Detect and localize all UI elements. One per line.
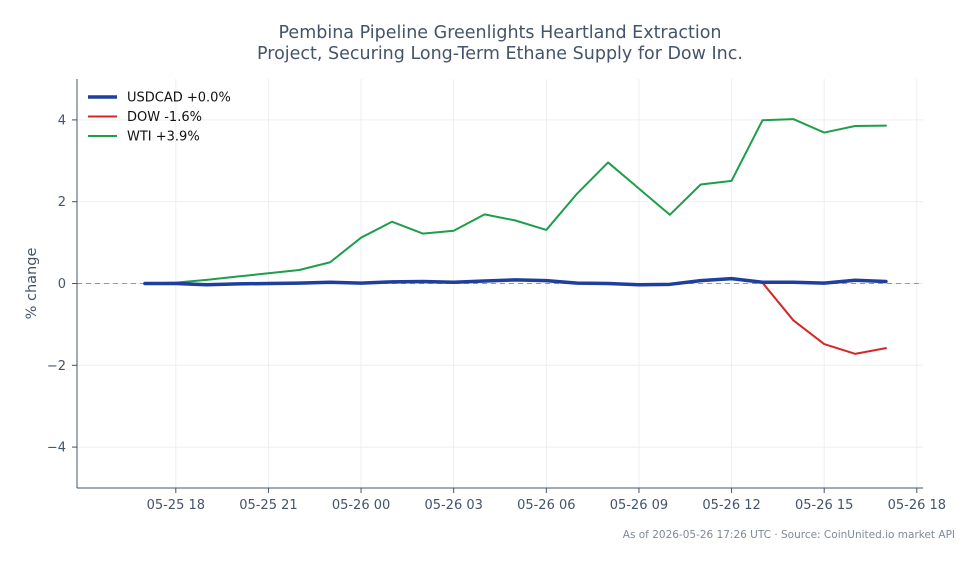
chart-title-line-2: Project, Securing Long-Term Ethane Suppl… bbox=[257, 44, 743, 64]
legend-label-2: WTI +3.9% bbox=[127, 130, 200, 145]
legend-label-0: USDCAD +0.0% bbox=[127, 91, 231, 106]
x-tick-label-0: 05-25 18 bbox=[147, 498, 205, 513]
series-layer bbox=[143, 118, 888, 355]
x-tick-label-2: 05-26 00 bbox=[332, 498, 390, 513]
y-tick-label-1: −2 bbox=[47, 359, 66, 374]
legend: USDCAD +0.0% DOW -1.6% WTI +3.9% bbox=[88, 91, 231, 145]
y-tick-label-3: 2 bbox=[58, 195, 66, 210]
y-axis-label: % change bbox=[24, 248, 40, 320]
x-tick-label-5: 05-26 09 bbox=[610, 498, 668, 513]
chart-title-line-1: Pembina Pipeline Greenlights Heartland E… bbox=[279, 23, 722, 43]
series-line-0 bbox=[143, 276, 888, 287]
x-ticks: 05-25 18 05-25 21 05-26 00 05-26 03 05-26 06… bbox=[147, 488, 946, 513]
series-line-1 bbox=[143, 277, 887, 355]
y-ticks: −4 −2 0 2 4 bbox=[47, 113, 77, 456]
x-tick-label-6: 05-26 12 bbox=[702, 498, 760, 513]
footnote: As of 2026-05-26 17:26 UTC · Source: Coi… bbox=[623, 529, 955, 541]
y-tick-label-4: 4 bbox=[58, 113, 66, 128]
y-tick-label-0: −4 bbox=[47, 441, 66, 456]
legend-label-1: DOW -1.6% bbox=[127, 110, 202, 125]
series-line-2 bbox=[143, 118, 887, 285]
y-tick-label-2: 0 bbox=[58, 277, 66, 292]
x-tick-label-4: 05-26 06 bbox=[517, 498, 575, 513]
x-tick-label-7: 05-26 15 bbox=[795, 498, 853, 513]
x-tick-label-3: 05-26 03 bbox=[424, 498, 482, 513]
x-tick-label-8: 05-26 18 bbox=[888, 498, 946, 513]
x-tick-label-1: 05-25 21 bbox=[239, 498, 297, 513]
